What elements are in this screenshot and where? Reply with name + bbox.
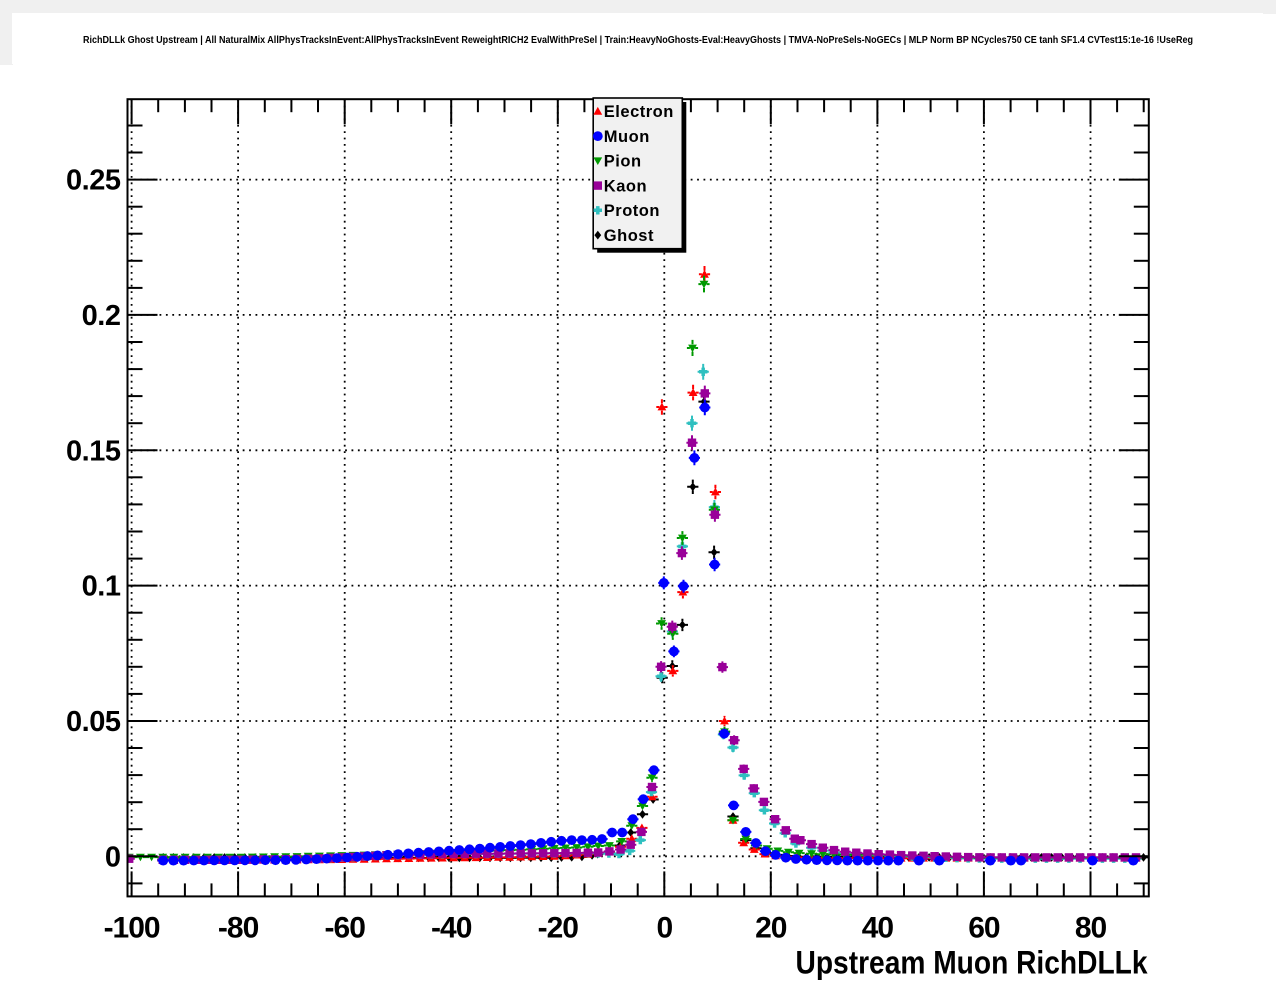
svg-text:60: 60 — [968, 911, 1000, 944]
svg-text:Muon: Muon — [604, 128, 650, 146]
svg-text:-20: -20 — [538, 911, 579, 944]
svg-text:-80: -80 — [218, 911, 259, 944]
svg-text:0.25: 0.25 — [66, 165, 121, 197]
svg-text:0: 0 — [105, 841, 121, 873]
svg-text:RichDLLk Ghost Upstream | All: RichDLLk Ghost Upstream | All NaturalMix… — [83, 34, 1193, 46]
svg-text:Pion: Pion — [604, 153, 642, 171]
svg-text:0: 0 — [656, 911, 672, 944]
svg-text:20: 20 — [755, 911, 787, 944]
svg-text:Kaon: Kaon — [604, 178, 647, 196]
svg-text:0.1: 0.1 — [82, 571, 121, 603]
svg-text:0.2: 0.2 — [82, 300, 121, 332]
svg-text:Proton: Proton — [604, 202, 660, 220]
svg-text:0.15: 0.15 — [66, 435, 121, 467]
svg-text:80: 80 — [1075, 911, 1107, 944]
svg-text:Electron: Electron — [604, 103, 674, 121]
svg-text:Ghost: Ghost — [604, 227, 654, 245]
svg-text:-60: -60 — [325, 911, 366, 944]
svg-text:40: 40 — [862, 911, 894, 944]
svg-text:-100: -100 — [104, 911, 160, 944]
svg-text:Upstream Muon RichDLLk: Upstream Muon RichDLLk — [796, 945, 1148, 981]
svg-text:-40: -40 — [431, 911, 472, 944]
svg-text:0.05: 0.05 — [66, 706, 121, 738]
